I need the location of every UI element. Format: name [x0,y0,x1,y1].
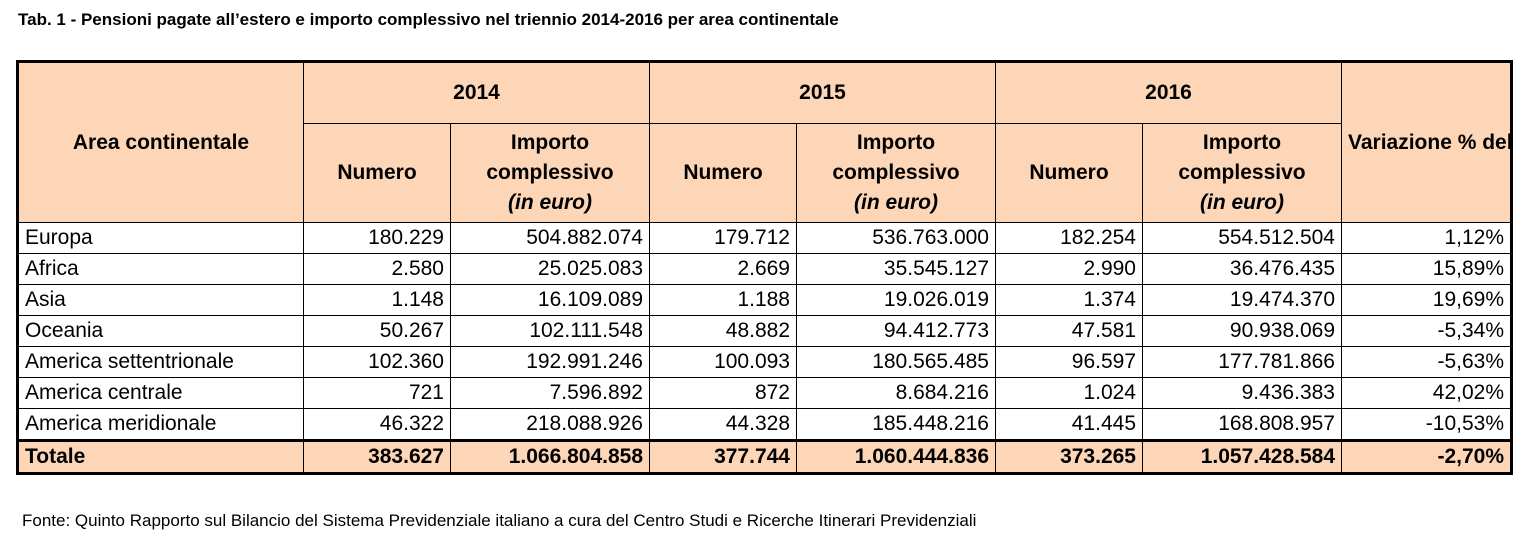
cell-total-importo-2014: 1.066.804.858 [450,439,650,473]
cell-numero-2015: 1.188 [649,284,797,316]
table-row: America centrale 721 7.596.892 872 8.684… [18,377,1511,409]
table-row: Oceania 50.267 102.111.548 48.882 94.412… [18,315,1511,347]
table-row: Africa 2.580 25.025.083 2.669 35.545.127… [18,253,1511,285]
header-importo-unit: (in euro) [508,191,592,214]
header-numero-2016: Numero [995,123,1143,223]
cell-numero-2014: 50.267 [303,315,451,347]
cell-total-variazione: -2,70% [1341,439,1511,473]
cell-numero-2015: 179.712 [649,222,797,254]
header-numero-2014: Numero [303,123,451,223]
cell-total-numero-2014: 383.627 [303,439,451,473]
table-title: Tab. 1 - Pensioni pagate all’estero e im… [18,10,839,29]
header-importo-2016: Importo complessivo (in euro) [1142,123,1342,223]
total-row: Totale 383.627 1.066.804.858 377.744 1.0… [18,439,1511,473]
table-row: Asia 1.148 16.109.089 1.188 19.026.019 1… [18,284,1511,316]
pensions-table: Area continentale 2014 2015 2016 Variazi… [16,60,1513,475]
cell-total-label: Totale [18,439,304,473]
cell-importo-2014: 102.111.548 [450,315,650,347]
cell-numero-2016: 41.445 [995,408,1143,441]
cell-importo-2014: 25.025.083 [450,253,650,285]
cell-numero-2016: 182.254 [995,222,1143,254]
cell-importo-2014: 7.596.892 [450,377,650,409]
header-importo-label: Importo complessivo [1178,131,1306,184]
cell-variazione: -5,63% [1341,346,1511,378]
table-row: America meridionale 46.322 218.088.926 4… [18,408,1511,441]
cell-importo-2016: 36.476.435 [1142,253,1342,285]
cell-area: America meridionale [18,408,304,441]
cell-importo-2015: 35.545.127 [796,253,996,285]
cell-importo-2015: 8.684.216 [796,377,996,409]
cell-numero-2014: 721 [303,377,451,409]
cell-area: Africa [18,253,304,285]
header-year-2014: 2014 [303,62,650,124]
header-variazione: Variazione % del numero pensioni 2016/20… [1341,62,1511,223]
cell-total-numero-2016: 373.265 [995,439,1143,473]
cell-importo-2014: 16.109.089 [450,284,650,316]
header-importo-label: Importo complessivo [832,131,960,184]
cell-numero-2016: 2.990 [995,253,1143,285]
cell-numero-2014: 180.229 [303,222,451,254]
cell-area: America centrale [18,377,304,409]
cell-variazione: -10,53% [1341,408,1511,441]
cell-area: Asia [18,284,304,316]
cell-numero-2015: 48.882 [649,315,797,347]
cell-area: America settentrionale [18,346,304,378]
cell-importo-2016: 177.781.866 [1142,346,1342,378]
source-note: Fonte: Quinto Rapporto sul Bilancio del … [22,511,977,530]
cell-numero-2015: 44.328 [649,408,797,441]
cell-importo-2015: 94.412.773 [796,315,996,347]
cell-numero-2014: 1.148 [303,284,451,316]
cell-total-numero-2015: 377.744 [649,439,797,473]
header-year-2016: 2016 [995,62,1342,124]
cell-numero-2015: 872 [649,377,797,409]
cell-importo-2015: 180.565.485 [796,346,996,378]
cell-variazione: 1,12% [1341,222,1511,254]
cell-variazione: -5,34% [1341,315,1511,347]
cell-numero-2016: 1.374 [995,284,1143,316]
cell-numero-2014: 102.360 [303,346,451,378]
cell-importo-2014: 192.991.246 [450,346,650,378]
cell-importo-2016: 9.436.383 [1142,377,1342,409]
cell-total-importo-2016: 1.057.428.584 [1142,439,1342,473]
cell-numero-2016: 47.581 [995,315,1143,347]
cell-variazione: 42,02% [1341,377,1511,409]
header-numero-2015: Numero [649,123,797,223]
cell-importo-2016: 168.808.957 [1142,408,1342,441]
cell-numero-2015: 100.093 [649,346,797,378]
cell-numero-2014: 2.580 [303,253,451,285]
header-importo-unit: (in euro) [1200,191,1284,214]
cell-importo-2016: 90.938.069 [1142,315,1342,347]
cell-area: Oceania [18,315,304,347]
header-importo-unit: (in euro) [854,191,938,214]
cell-importo-2016: 19.474.370 [1142,284,1342,316]
cell-variazione: 19,69% [1341,284,1511,316]
cell-numero-2016: 96.597 [995,346,1143,378]
cell-importo-2016: 554.512.504 [1142,222,1342,254]
cell-numero-2015: 2.669 [649,253,797,285]
cell-importo-2015: 185.448.216 [796,408,996,441]
cell-numero-2016: 1.024 [995,377,1143,409]
header-importo-label: Importo complessivo [486,131,614,184]
cell-numero-2014: 46.322 [303,408,451,441]
cell-area: Europa [18,222,304,254]
header-importo-2015: Importo complessivo (in euro) [796,123,996,223]
cell-importo-2015: 536.763.000 [796,222,996,254]
cell-importo-2014: 504.882.074 [450,222,650,254]
cell-variazione: 15,89% [1341,253,1511,285]
table-row: Europa 180.229 504.882.074 179.712 536.7… [18,222,1511,254]
table-row: America settentrionale 102.360 192.991.2… [18,346,1511,378]
cell-importo-2015: 19.026.019 [796,284,996,316]
header-importo-2014: Importo complessivo (in euro) [450,123,650,223]
cell-importo-2014: 218.088.926 [450,408,650,441]
header-area: Area continentale [18,62,304,223]
header-year-2015: 2015 [649,62,996,124]
cell-total-importo-2015: 1.060.444.836 [796,439,996,473]
